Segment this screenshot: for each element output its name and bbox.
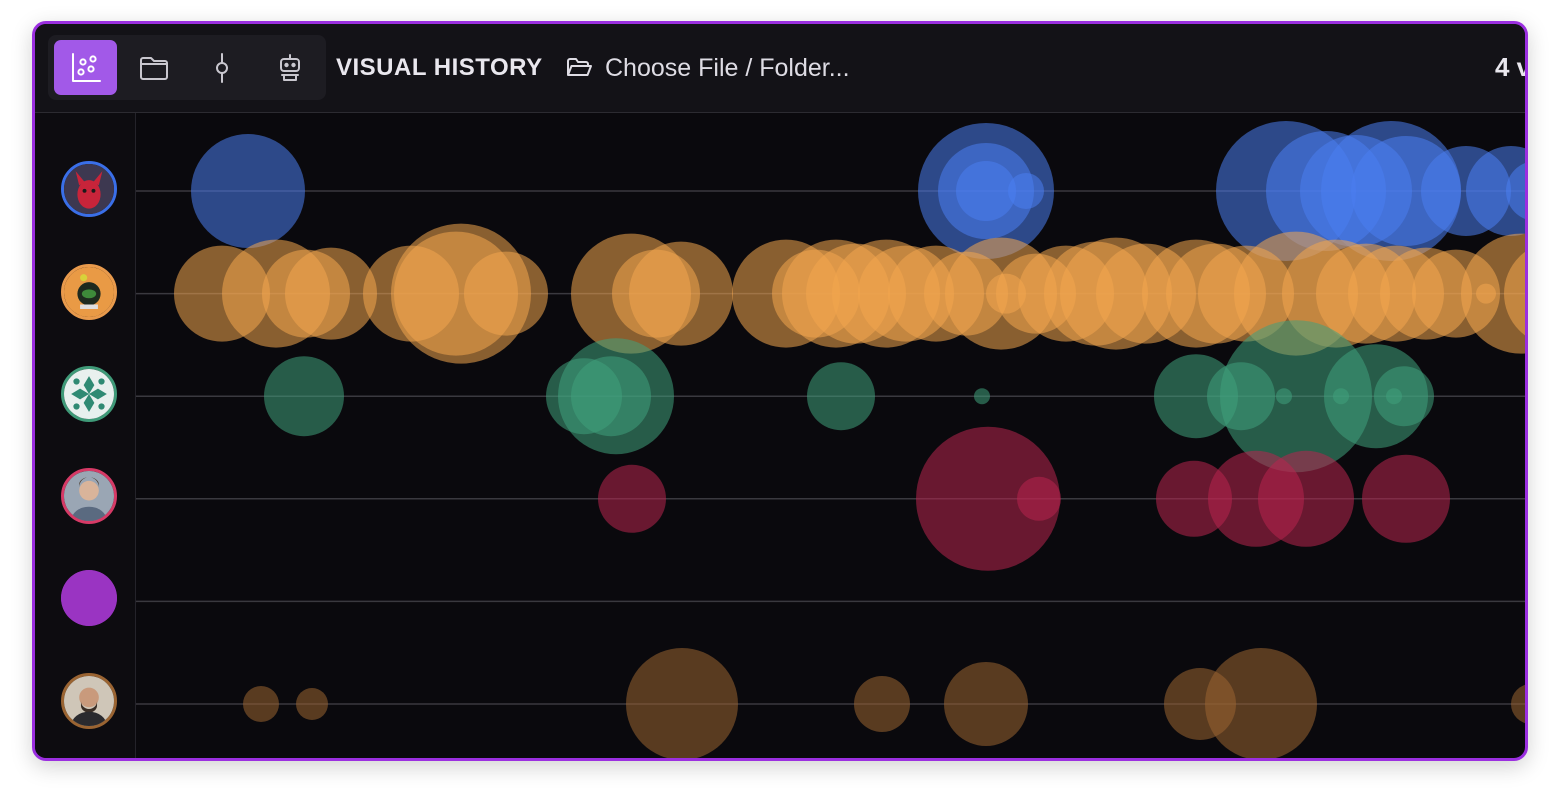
green-character-avatar	[64, 267, 114, 317]
commit-bubble[interactable]	[243, 686, 279, 722]
version-count: 4 v	[1495, 52, 1528, 82]
scatter-chart-icon	[71, 52, 101, 82]
commit-bubble[interactable]	[598, 464, 666, 533]
commit-bubble[interactable]	[944, 662, 1028, 746]
commit-bubble[interactable]	[1276, 388, 1292, 405]
folder-open-icon	[567, 58, 592, 76]
person-photo-avatar	[64, 471, 114, 521]
app-window: VISUAL HISTORY Choose File / Folder... 4…	[32, 21, 1528, 761]
commit-bubble[interactable]	[1466, 146, 1528, 236]
purple-circle-avatar	[61, 570, 117, 626]
choose-file-label: Choose File / Folder...	[605, 53, 850, 82]
commit-bubble[interactable]	[285, 247, 377, 340]
bearded-person-avatar	[64, 676, 114, 726]
commit-bubble[interactable]	[807, 362, 875, 431]
commit-bubble[interactable]	[191, 134, 305, 248]
view-switcher	[48, 35, 326, 100]
commit-bubble[interactable]	[1504, 242, 1528, 346]
toolbar: VISUAL HISTORY Choose File / Folder... 4…	[35, 24, 1525, 113]
author-avatar-5[interactable]	[61, 570, 117, 626]
author-avatar-2[interactable]	[61, 264, 117, 320]
commit-bubble[interactable]	[626, 648, 738, 760]
author-sidebar	[35, 113, 136, 758]
commit-bubble[interactable]	[1461, 233, 1528, 354]
commit-bubble[interactable]	[571, 356, 651, 437]
red-creature-avatar	[64, 164, 114, 214]
bubble-chart	[136, 113, 1525, 758]
commit-bubble[interactable]	[916, 426, 1060, 571]
commit-bubble[interactable]	[464, 251, 548, 336]
commits-tab[interactable]	[190, 40, 253, 95]
commit-bubble[interactable]	[956, 161, 1016, 221]
author-avatar-3[interactable]	[61, 366, 117, 422]
commit-bubble[interactable]	[1205, 648, 1317, 760]
commit-bubble[interactable]	[1220, 320, 1372, 473]
commit-bubble[interactable]	[974, 388, 990, 405]
commit-bubble[interactable]	[1017, 476, 1061, 521]
robot-icon	[279, 53, 300, 81]
files-tab[interactable]	[122, 40, 185, 95]
git-commit-icon	[215, 52, 228, 83]
commit-bubble[interactable]	[264, 356, 344, 437]
commit-bubble[interactable]	[629, 241, 733, 346]
choose-file-button[interactable]: Choose File / Folder...	[565, 48, 850, 88]
bot-tab[interactable]	[258, 40, 321, 95]
author-avatar-4[interactable]	[61, 468, 117, 524]
visual-history-tab[interactable]	[54, 40, 117, 95]
author-avatar-1[interactable]	[61, 161, 117, 217]
commit-bubble[interactable]	[1374, 366, 1434, 427]
commit-bubble[interactable]	[1258, 450, 1354, 547]
commit-bubble[interactable]	[854, 676, 910, 732]
commit-bubble[interactable]	[1362, 454, 1450, 543]
author-avatar-6[interactable]	[61, 673, 117, 729]
bubble-chart-svg	[136, 121, 1528, 760]
folder-icon	[139, 56, 168, 80]
commit-bubble[interactable]	[1008, 173, 1044, 209]
commit-bubble[interactable]	[1511, 684, 1528, 724]
page-title: VISUAL HISTORY	[336, 54, 543, 81]
pattern-avatar	[64, 369, 114, 419]
commit-bubble[interactable]	[1506, 161, 1528, 221]
commit-bubble[interactable]	[296, 688, 328, 720]
